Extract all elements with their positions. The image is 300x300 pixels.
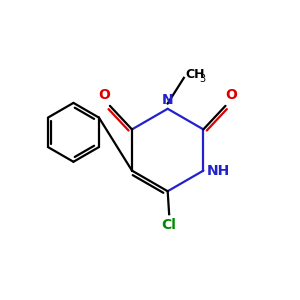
- Text: NH: NH: [207, 164, 230, 178]
- Text: O: O: [99, 88, 110, 102]
- Text: 3: 3: [200, 74, 206, 84]
- Text: Cl: Cl: [162, 218, 177, 232]
- Text: O: O: [225, 88, 237, 102]
- Text: N: N: [162, 93, 173, 107]
- Text: CH: CH: [185, 68, 205, 81]
